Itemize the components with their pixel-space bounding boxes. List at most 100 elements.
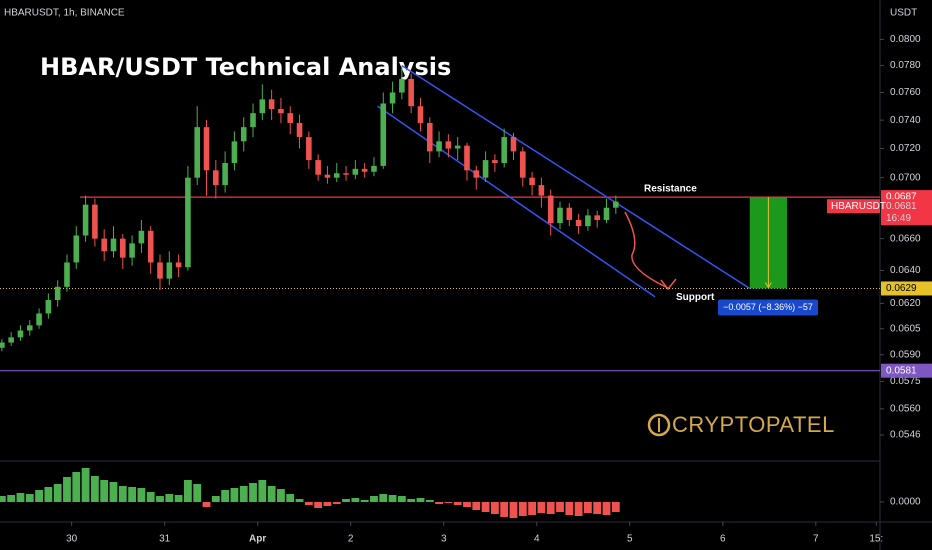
candle-body xyxy=(408,78,414,107)
symbol-tag-label: HBARUSDT xyxy=(831,201,886,212)
oscillator-bar xyxy=(304,502,313,505)
measure-label: −0.0057 (−8.36%) −57 xyxy=(723,302,813,312)
oscillator-bar xyxy=(137,488,146,502)
candle-body xyxy=(54,286,61,301)
y-tick-label: 0.0740 xyxy=(890,115,921,126)
oscillator-bar xyxy=(425,500,434,502)
oscillator-bar xyxy=(118,486,127,502)
oscillator-bar xyxy=(156,496,164,502)
x-tick-label: 2 xyxy=(348,534,354,545)
y-tick-label: 0.0640 xyxy=(890,265,921,276)
y-tick-label: 0.0660 xyxy=(890,233,921,244)
y-tick-label: 0.0590 xyxy=(890,349,921,360)
candle-body xyxy=(110,238,117,252)
oscillator-bar xyxy=(44,487,53,502)
candle-body xyxy=(278,108,284,114)
candle-body xyxy=(185,177,191,268)
projection-arrow xyxy=(624,211,669,289)
oscillator-bar xyxy=(370,496,378,502)
candle-body xyxy=(361,168,368,172)
candle-body xyxy=(529,177,535,186)
candle-body xyxy=(566,207,573,220)
oscillator-bar xyxy=(323,502,332,506)
oscillator-bar xyxy=(314,502,323,508)
oscillator-bar xyxy=(509,502,518,518)
oscillator-bar xyxy=(258,480,267,502)
candle-body xyxy=(64,262,70,287)
candle-body xyxy=(296,122,303,138)
oscillator-bar xyxy=(165,494,174,502)
price-line-name: Support xyxy=(676,292,715,303)
oscillator-bar xyxy=(416,498,425,502)
candle-body xyxy=(464,145,470,171)
channel-line xyxy=(377,105,656,298)
oscillator-bar xyxy=(351,498,360,502)
oscillator-bar xyxy=(295,499,304,502)
oscillator-bar xyxy=(388,495,397,502)
x-tick-label: Apr xyxy=(249,534,266,545)
oscillator-bar xyxy=(35,490,43,502)
candle-body xyxy=(324,174,331,178)
candle-body xyxy=(306,137,312,161)
price-label: 0.0629 xyxy=(886,283,917,294)
y-tick-label: 0.0720 xyxy=(890,143,921,154)
candle-body xyxy=(175,262,182,268)
last-price-box xyxy=(881,199,932,226)
oscillator-bar xyxy=(286,494,295,502)
y-tick-label: 0.0575 xyxy=(890,376,921,387)
oscillator-bar xyxy=(174,495,183,502)
oscillator-bar xyxy=(146,492,155,502)
candle-body xyxy=(492,160,498,163)
x-tick-label: 30 xyxy=(66,534,78,545)
candle-body xyxy=(73,235,80,263)
candle-body xyxy=(426,122,433,152)
candle-body xyxy=(129,243,135,258)
oscillator-bar xyxy=(230,488,239,502)
oscillator-bar xyxy=(584,502,592,513)
candle-body xyxy=(194,127,200,178)
candle-body xyxy=(501,137,507,163)
candle-body xyxy=(17,330,24,338)
oscillator-bar xyxy=(472,502,481,510)
oscillator-bar xyxy=(435,502,443,504)
candle-body xyxy=(45,300,52,314)
channel-line xyxy=(401,64,751,290)
candle-body xyxy=(82,204,89,236)
price-label-box xyxy=(881,363,932,378)
y-tick-label: 0.0546 xyxy=(890,430,921,441)
oscillator-bar xyxy=(565,502,574,515)
candle-body xyxy=(147,230,154,263)
x-tick-label: 3 xyxy=(441,534,447,545)
oscillator-bar xyxy=(100,480,109,502)
oscillator-bar xyxy=(342,499,350,502)
oscillator-bar xyxy=(72,472,81,502)
logo-icon xyxy=(647,413,671,437)
candle-body xyxy=(510,137,517,152)
candle-body xyxy=(120,238,126,258)
candle-body xyxy=(594,215,600,220)
candle-body xyxy=(520,151,526,178)
candle-body xyxy=(0,342,5,348)
candle-body xyxy=(445,141,452,149)
oscillator-bar xyxy=(593,502,602,514)
y-tick-label: 0.0700 xyxy=(890,172,921,183)
oscillator-bar xyxy=(360,500,369,502)
oscillator-bar xyxy=(490,502,499,514)
candle-body xyxy=(343,173,349,175)
oscillator-bar xyxy=(184,480,192,502)
candle-body xyxy=(240,127,247,142)
candle-body xyxy=(436,141,442,152)
oscillator-bar xyxy=(109,482,118,502)
oscillator-bar xyxy=(444,502,453,503)
osc-tick-label: 0.0000 xyxy=(890,497,921,508)
candle-body xyxy=(613,201,619,208)
oscillator-bar xyxy=(463,502,471,507)
candle-body xyxy=(268,99,275,109)
oscillator-bar xyxy=(221,490,230,502)
oscillator-bar xyxy=(7,495,16,502)
price-label-box xyxy=(881,281,932,296)
oscillator-bar xyxy=(16,493,25,502)
candle-body xyxy=(213,170,219,186)
oscillator-bar xyxy=(193,484,202,502)
